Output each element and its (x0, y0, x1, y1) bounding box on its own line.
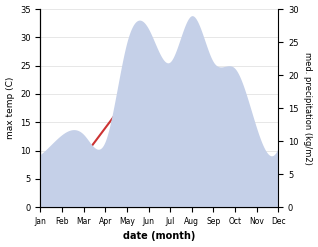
X-axis label: date (month): date (month) (123, 231, 196, 242)
Y-axis label: max temp (C): max temp (C) (5, 77, 15, 139)
Y-axis label: med. precipitation (kg/m2): med. precipitation (kg/m2) (303, 52, 313, 165)
